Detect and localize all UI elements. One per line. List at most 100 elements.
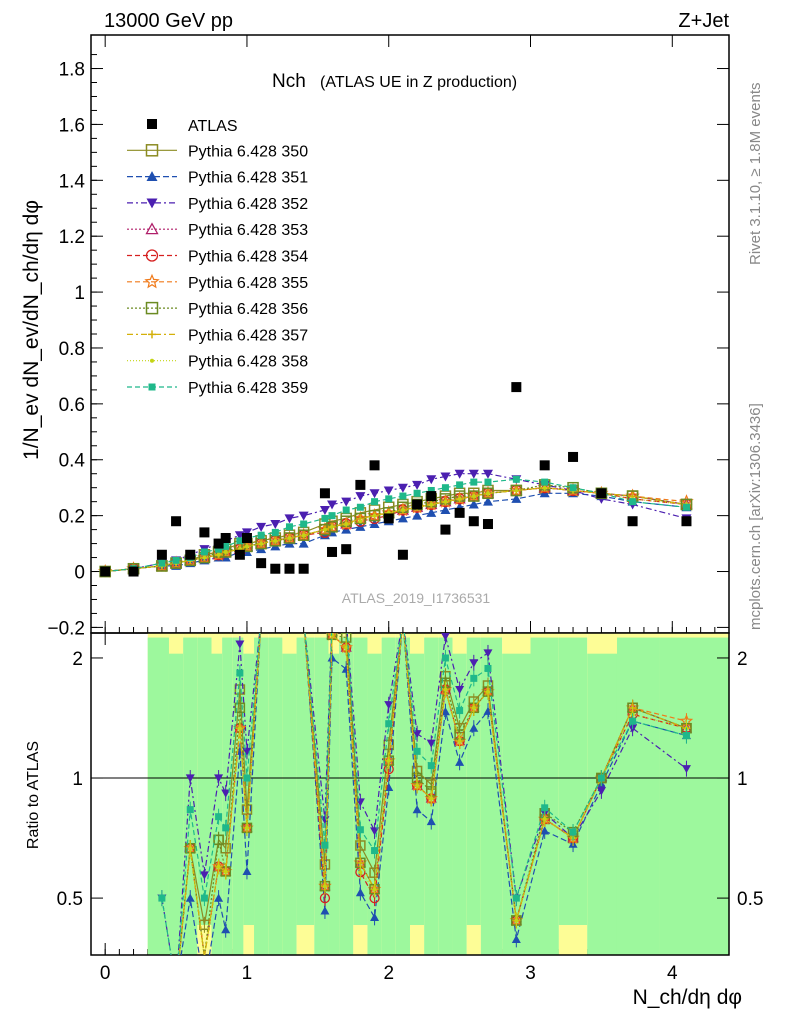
ratio-series-point [511, 934, 521, 943]
ratio-band-green [296, 637, 315, 925]
ratio-series-point [320, 906, 330, 915]
atlas-point [440, 524, 451, 535]
series-point [358, 519, 363, 524]
series-point [399, 492, 407, 500]
legend-marker [148, 330, 156, 339]
ratio-series-point [199, 871, 209, 880]
series-point [682, 503, 690, 511]
series-point [456, 481, 464, 489]
series-line [105, 487, 687, 573]
ratio-series-point [469, 723, 479, 732]
series-point [222, 542, 230, 550]
legend-marker-atlas [147, 119, 157, 129]
atlas-point [128, 566, 139, 577]
atlas-point [397, 549, 408, 560]
ratio-series-point [220, 843, 231, 854]
atlas-point [213, 538, 224, 549]
series-point [372, 513, 377, 518]
ratio-tick-label: 2 [72, 649, 83, 670]
atlas-point [256, 558, 267, 569]
ratio-band-green [328, 653, 340, 955]
legend-label: Pythia 6.428 354 [188, 249, 308, 266]
series-point [284, 514, 295, 524]
series-point [283, 532, 296, 544]
ratio-y-axis-label: Ratio to ATLAS [25, 741, 42, 849]
atlas-point [171, 516, 182, 527]
series-point [259, 541, 264, 546]
atlas-point [627, 516, 638, 527]
ratio-series-point [188, 846, 193, 851]
x-tick-label: 0 [100, 963, 111, 984]
ratio-band-green [222, 637, 233, 955]
series-point [514, 488, 519, 493]
series-point [298, 538, 309, 548]
atlas-point [341, 544, 352, 555]
ratio-band-green [282, 653, 297, 955]
main-frame [90, 34, 730, 634]
ratio-series-point [243, 774, 251, 782]
series-point [457, 496, 462, 501]
ratio-series-point [369, 867, 380, 878]
ratio-band-green [268, 637, 283, 955]
ratio-series-point [441, 633, 450, 641]
y-tick-label: 1.2 [59, 227, 85, 248]
ratio-band-green [558, 637, 588, 925]
ratio-series-point [371, 847, 379, 855]
y-tick-label: −0.2 [47, 618, 85, 639]
ratio-series-point [244, 825, 249, 830]
atlas-point [327, 546, 338, 557]
series-point [369, 489, 380, 499]
ratio-tick-label-right: 0.5 [737, 889, 763, 910]
series-point [297, 529, 310, 541]
y-tick-label: 1.8 [59, 60, 85, 81]
side-label-rivet: Rivet 3.1.10, ≥ 1.8M events [747, 83, 764, 266]
ratio-series-point [200, 894, 208, 902]
ratio-series-point [234, 702, 246, 714]
atlas-point [220, 532, 231, 543]
series-point [356, 503, 364, 511]
series-point [426, 507, 437, 517]
ratio-band-green [232, 637, 244, 955]
ratio-tick-label: 0.5 [57, 889, 83, 910]
y-tick-label: 0.4 [59, 451, 86, 472]
ratio-series-point [541, 804, 549, 812]
ratio-series-point [372, 887, 377, 892]
series-point [485, 491, 490, 496]
series-point [215, 545, 223, 553]
watermark: ATLAS_2019_I1736531 [342, 590, 491, 606]
ratio-series-point [512, 894, 520, 902]
atlas-point [284, 563, 295, 574]
ratio-series-point [483, 649, 493, 658]
ratio-series-point [569, 828, 577, 836]
ratio-series-point [441, 654, 449, 662]
series-point [440, 505, 451, 515]
ratio-series-point [356, 826, 364, 834]
series-point [468, 469, 479, 479]
ratio-series-point [185, 893, 195, 902]
series-point [368, 509, 381, 522]
ratio-series-point [214, 893, 224, 902]
series-point [371, 498, 379, 506]
series-point [354, 512, 367, 525]
ratio-series-point [427, 762, 435, 770]
legend-marker [145, 144, 159, 157]
atlas-point [185, 549, 196, 560]
series-point [301, 533, 306, 538]
series-point [256, 522, 267, 532]
ratio-series-point [413, 747, 421, 755]
legend-label: Pythia 6.428 351 [188, 170, 308, 187]
ratio-series-point [386, 758, 391, 763]
series-point [216, 552, 221, 557]
ratio-series-point [540, 826, 550, 835]
series-6 [99, 479, 693, 578]
ratio-series-point [223, 869, 228, 874]
ratio-series-point [221, 789, 231, 798]
series-point [397, 513, 408, 523]
series-point [319, 523, 331, 536]
series-point [541, 478, 549, 486]
x-axis-label: N_ch/dη dφ [633, 986, 742, 1009]
series-point [271, 528, 279, 536]
series-point [629, 498, 637, 506]
legend-marker [146, 171, 158, 181]
